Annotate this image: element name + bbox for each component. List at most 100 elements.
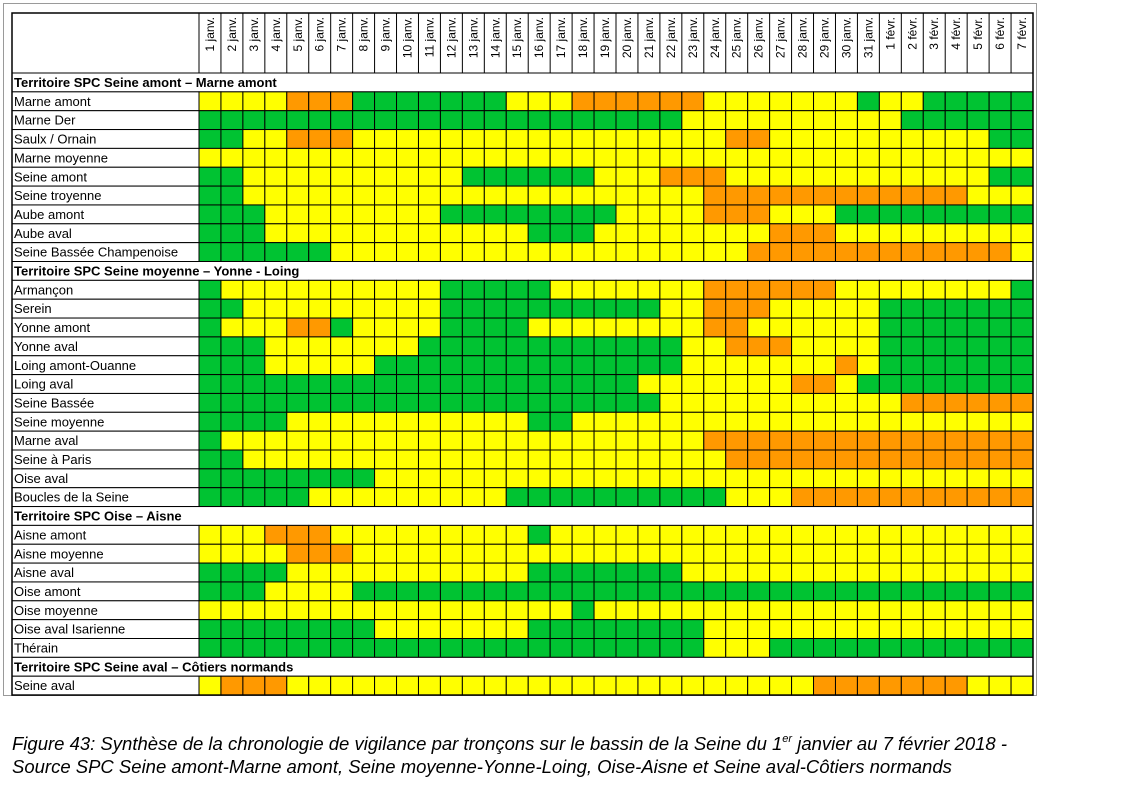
vigilance-cell (417, 147, 441, 168)
vigilance-cell (615, 242, 639, 262)
vigilance-cell (286, 619, 310, 640)
vigilance-cell (834, 675, 858, 696)
vigilance-cell (242, 562, 266, 583)
vigilance-cell (571, 543, 595, 564)
vigilance-cell (264, 524, 288, 545)
vigilance-cell (571, 147, 595, 168)
figure-frame: 1 janv. 2 janv. 3 janv. 4 janv. 5 janv. 6 jan… (3, 3, 1037, 696)
vigilance-cell (813, 600, 836, 621)
vigilance-cell (242, 129, 266, 149)
vigilance-cell (791, 147, 815, 168)
vigilance-cell (747, 581, 771, 602)
vigilance-cell (725, 675, 749, 696)
vigilance-cell (505, 242, 529, 262)
vigilance-cell (615, 336, 639, 357)
vigilance-cell (593, 524, 617, 545)
vigilance-cell (1010, 185, 1034, 206)
vigilance-cell (374, 242, 398, 262)
row-label: Seine aval (14, 678, 75, 693)
vigilance-cell (220, 147, 244, 168)
vigilance-cell (571, 374, 595, 394)
vigilance-cell (637, 562, 661, 583)
vigilance-cell (922, 355, 946, 376)
vigilance-cell (549, 524, 573, 545)
vigilance-cell (198, 619, 222, 640)
vigilance-cell (878, 374, 902, 394)
vigilance-cell (308, 374, 332, 394)
vigilance-cell (352, 524, 376, 545)
vigilance-cell (791, 524, 815, 545)
vigilance-cell (703, 392, 727, 413)
vigilance-cell (813, 147, 836, 168)
vigilance-cell (966, 355, 990, 376)
vigilance-cell (834, 185, 858, 206)
row-label: Marne moyenne (14, 150, 108, 165)
vigilance-cell (593, 600, 617, 621)
vigilance-cell (900, 279, 924, 300)
vigilance-cell (198, 298, 222, 319)
vigilance-cell (834, 581, 858, 602)
vigilance-cell (703, 355, 727, 376)
vigilance-cell (417, 242, 441, 262)
vigilance-cell (856, 147, 880, 168)
vigilance-cell (242, 355, 266, 376)
vigilance-cell (615, 468, 639, 489)
vigilance-cell (352, 242, 376, 262)
vigilance-cell (286, 430, 310, 451)
vigilance-cell (834, 279, 858, 300)
vigilance-cell (856, 223, 880, 244)
vigilance-cell (1010, 317, 1034, 338)
vigilance-cell (637, 129, 661, 149)
vigilance-cell (878, 619, 902, 640)
vigilance-cell (220, 355, 244, 376)
vigilance-cell (461, 468, 485, 489)
vigilance-cell (725, 317, 749, 338)
vigilance-cell (505, 524, 529, 545)
vigilance-cell (374, 223, 398, 244)
vigilance-cell (637, 600, 661, 621)
vigilance-cell (1010, 110, 1034, 131)
vigilance-cell (834, 524, 858, 545)
vigilance-cell (922, 129, 946, 149)
vigilance-cell (461, 204, 485, 225)
vigilance-cell (330, 317, 354, 338)
vigilance-cell (944, 204, 968, 225)
vigilance-cell (396, 166, 419, 187)
vigilance-cell (637, 91, 661, 112)
vigilance-cell (593, 355, 617, 376)
vigilance-cell (198, 185, 222, 206)
caption-part-2: janvier au 7 février 2018 - (792, 733, 1007, 754)
vigilance-cell (461, 600, 485, 621)
vigilance-cell (922, 543, 946, 564)
vigilance-cell (637, 166, 661, 187)
vigilance-cell (791, 468, 815, 489)
vigilance-cell (944, 166, 968, 187)
vigilance-cell (330, 543, 354, 564)
vigilance-cell (791, 619, 815, 640)
vigilance-cell (769, 129, 793, 149)
vigilance-cell (571, 449, 595, 470)
vigilance-cell (703, 600, 727, 621)
vigilance-cell (198, 336, 222, 357)
vigilance-cell (571, 355, 595, 376)
vigilance-cell (396, 524, 419, 545)
vigilance-cell (439, 336, 463, 357)
vigilance-cell (374, 543, 398, 564)
vigilance-cell (966, 298, 990, 319)
vigilance-cell (461, 185, 485, 206)
vigilance-cell (922, 581, 946, 602)
vigilance-cell (725, 242, 749, 262)
vigilance-cell (308, 336, 332, 357)
vigilance-cell (791, 411, 815, 432)
vigilance-cell (439, 242, 463, 262)
vigilance-cell (856, 675, 880, 696)
vigilance-cell (725, 147, 749, 168)
vigilance-cell (198, 110, 222, 131)
vigilance-cell (593, 619, 617, 640)
vigilance-cell (922, 317, 946, 338)
vigilance-cell (549, 185, 573, 206)
vigilance-cell (747, 317, 771, 338)
vigilance-cell (747, 449, 771, 470)
vigilance-cell (527, 675, 551, 696)
vigilance-cell (264, 581, 288, 602)
